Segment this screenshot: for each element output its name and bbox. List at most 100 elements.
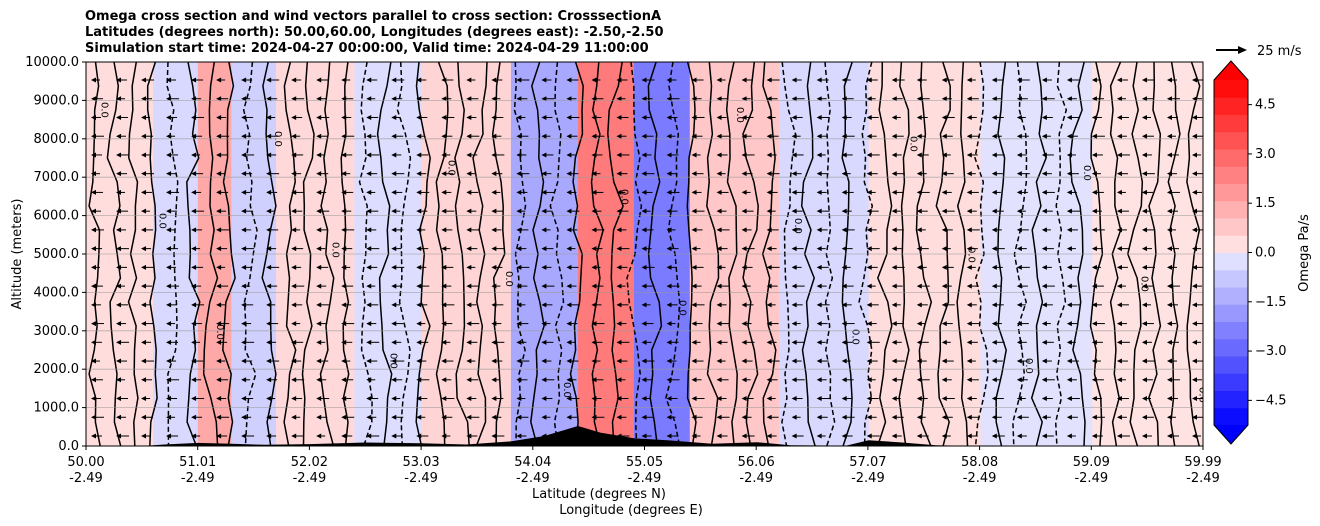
wind-vector-head bbox=[491, 96, 497, 102]
wind-vector-head bbox=[516, 189, 522, 195]
wind-vector-head bbox=[691, 152, 697, 158]
wind-vector-head bbox=[1041, 152, 1047, 158]
wind-vector-head bbox=[1091, 133, 1097, 139]
wind-vector-head bbox=[616, 377, 622, 383]
wind-vector-head bbox=[966, 96, 972, 102]
wind-vector-head bbox=[566, 189, 572, 195]
wind-vector-head bbox=[441, 246, 447, 252]
wind-vector-head bbox=[816, 302, 822, 308]
colorbar-level-13 bbox=[1214, 183, 1248, 202]
wind-vector-head bbox=[716, 321, 722, 327]
wind-vector-head bbox=[391, 302, 397, 308]
wind-vector-head bbox=[1016, 114, 1022, 120]
wind-vector-head bbox=[1116, 133, 1122, 139]
wind-vector-head bbox=[166, 96, 172, 102]
wind-vector-head bbox=[416, 246, 422, 252]
wind-vector-head bbox=[466, 208, 472, 214]
wind-vector-head bbox=[841, 302, 847, 308]
wind-vector-head bbox=[541, 246, 547, 252]
wind-vector-head bbox=[516, 208, 522, 214]
wind-vector-head bbox=[641, 96, 647, 102]
wind-vector-head bbox=[216, 246, 222, 252]
wind-vector-head bbox=[1166, 77, 1172, 83]
wind-vector-head bbox=[1116, 246, 1122, 252]
wind-vector-head bbox=[616, 133, 622, 139]
wind-vector-head bbox=[116, 339, 122, 345]
wind-vector-head bbox=[141, 171, 147, 177]
wind-vector-head bbox=[866, 133, 872, 139]
wind-vector-head bbox=[966, 283, 972, 289]
wind-vector-head bbox=[916, 377, 922, 383]
wind-vector-head bbox=[1141, 302, 1147, 308]
wind-vector-head bbox=[716, 96, 722, 102]
wind-vector-head bbox=[191, 96, 197, 102]
wind-vector-head bbox=[366, 264, 372, 270]
wind-vector-head bbox=[541, 302, 547, 308]
wind-vector-head bbox=[241, 433, 247, 439]
wind-vector-head bbox=[816, 321, 822, 327]
wind-vector-head bbox=[116, 171, 122, 177]
wind-vector-head bbox=[691, 264, 697, 270]
wind-vector-head bbox=[1041, 227, 1047, 233]
wind-vector-head bbox=[391, 133, 397, 139]
wind-vector-head bbox=[816, 189, 822, 195]
wind-vector-head bbox=[1141, 77, 1147, 83]
wind-vector-head bbox=[841, 246, 847, 252]
wind-vector-head bbox=[1141, 114, 1147, 120]
wind-vector-head bbox=[216, 114, 222, 120]
wind-vector-head bbox=[516, 302, 522, 308]
x-tick-label-lon-2: -2.49 bbox=[293, 471, 327, 486]
wind-vector-head bbox=[441, 208, 447, 214]
wind-vector-head bbox=[891, 246, 897, 252]
wind-vector-head bbox=[141, 77, 147, 83]
wind-vector-head bbox=[416, 171, 422, 177]
wind-vector-head bbox=[1116, 339, 1122, 345]
wind-vector-head bbox=[541, 96, 547, 102]
wind-vector-head bbox=[266, 414, 272, 420]
wind-vector-head bbox=[841, 377, 847, 383]
wind-vector-head bbox=[891, 358, 897, 364]
wind-vector-head bbox=[841, 189, 847, 195]
wind-vector-head bbox=[1041, 433, 1047, 439]
wind-vector-head bbox=[166, 246, 172, 252]
wind-vector-head bbox=[916, 171, 922, 177]
wind-vector-head bbox=[816, 358, 822, 364]
wind-vector-head bbox=[916, 114, 922, 120]
wind-vector-head bbox=[191, 264, 197, 270]
wind-vector-head bbox=[1091, 171, 1097, 177]
wind-vector-head bbox=[1166, 396, 1172, 402]
wind-vector-head bbox=[1166, 321, 1172, 327]
wind-vector-head bbox=[666, 227, 672, 233]
wind-vector-head bbox=[1016, 77, 1022, 83]
wind-vector-head bbox=[566, 283, 572, 289]
wind-vector-head bbox=[741, 77, 747, 83]
wind-vector-head bbox=[466, 171, 472, 177]
wind-vector-head bbox=[416, 227, 422, 233]
wind-vector-head bbox=[641, 246, 647, 252]
wind-vector-head bbox=[1166, 377, 1172, 383]
wind-vector-head bbox=[191, 227, 197, 233]
wind-vector-head bbox=[866, 246, 872, 252]
contour-label: 0.0 bbox=[734, 107, 745, 123]
wind-vector-head bbox=[791, 171, 797, 177]
wind-vector-head bbox=[266, 339, 272, 345]
wind-vector-head bbox=[1166, 189, 1172, 195]
wind-vector-head bbox=[691, 171, 697, 177]
x-tick-label-lat-9: 59.09 bbox=[1073, 455, 1110, 470]
wind-vector-head bbox=[366, 433, 372, 439]
wind-vector-head bbox=[741, 377, 747, 383]
wind-vector-head bbox=[291, 396, 297, 402]
wind-vector-head bbox=[591, 171, 597, 177]
wind-vector-head bbox=[1116, 302, 1122, 308]
wind-vector-head bbox=[716, 171, 722, 177]
colorbar-level-17 bbox=[1214, 114, 1248, 133]
wind-vector-head bbox=[741, 96, 747, 102]
wind-vector-head bbox=[241, 77, 247, 83]
wind-vector-head bbox=[991, 133, 997, 139]
wind-vector-head bbox=[366, 77, 372, 83]
wind-vector-head bbox=[866, 302, 872, 308]
wind-vector-head bbox=[791, 321, 797, 327]
wind-vector-head bbox=[541, 414, 547, 420]
wind-vector-head bbox=[466, 358, 472, 364]
wind-vector-head bbox=[266, 246, 272, 252]
